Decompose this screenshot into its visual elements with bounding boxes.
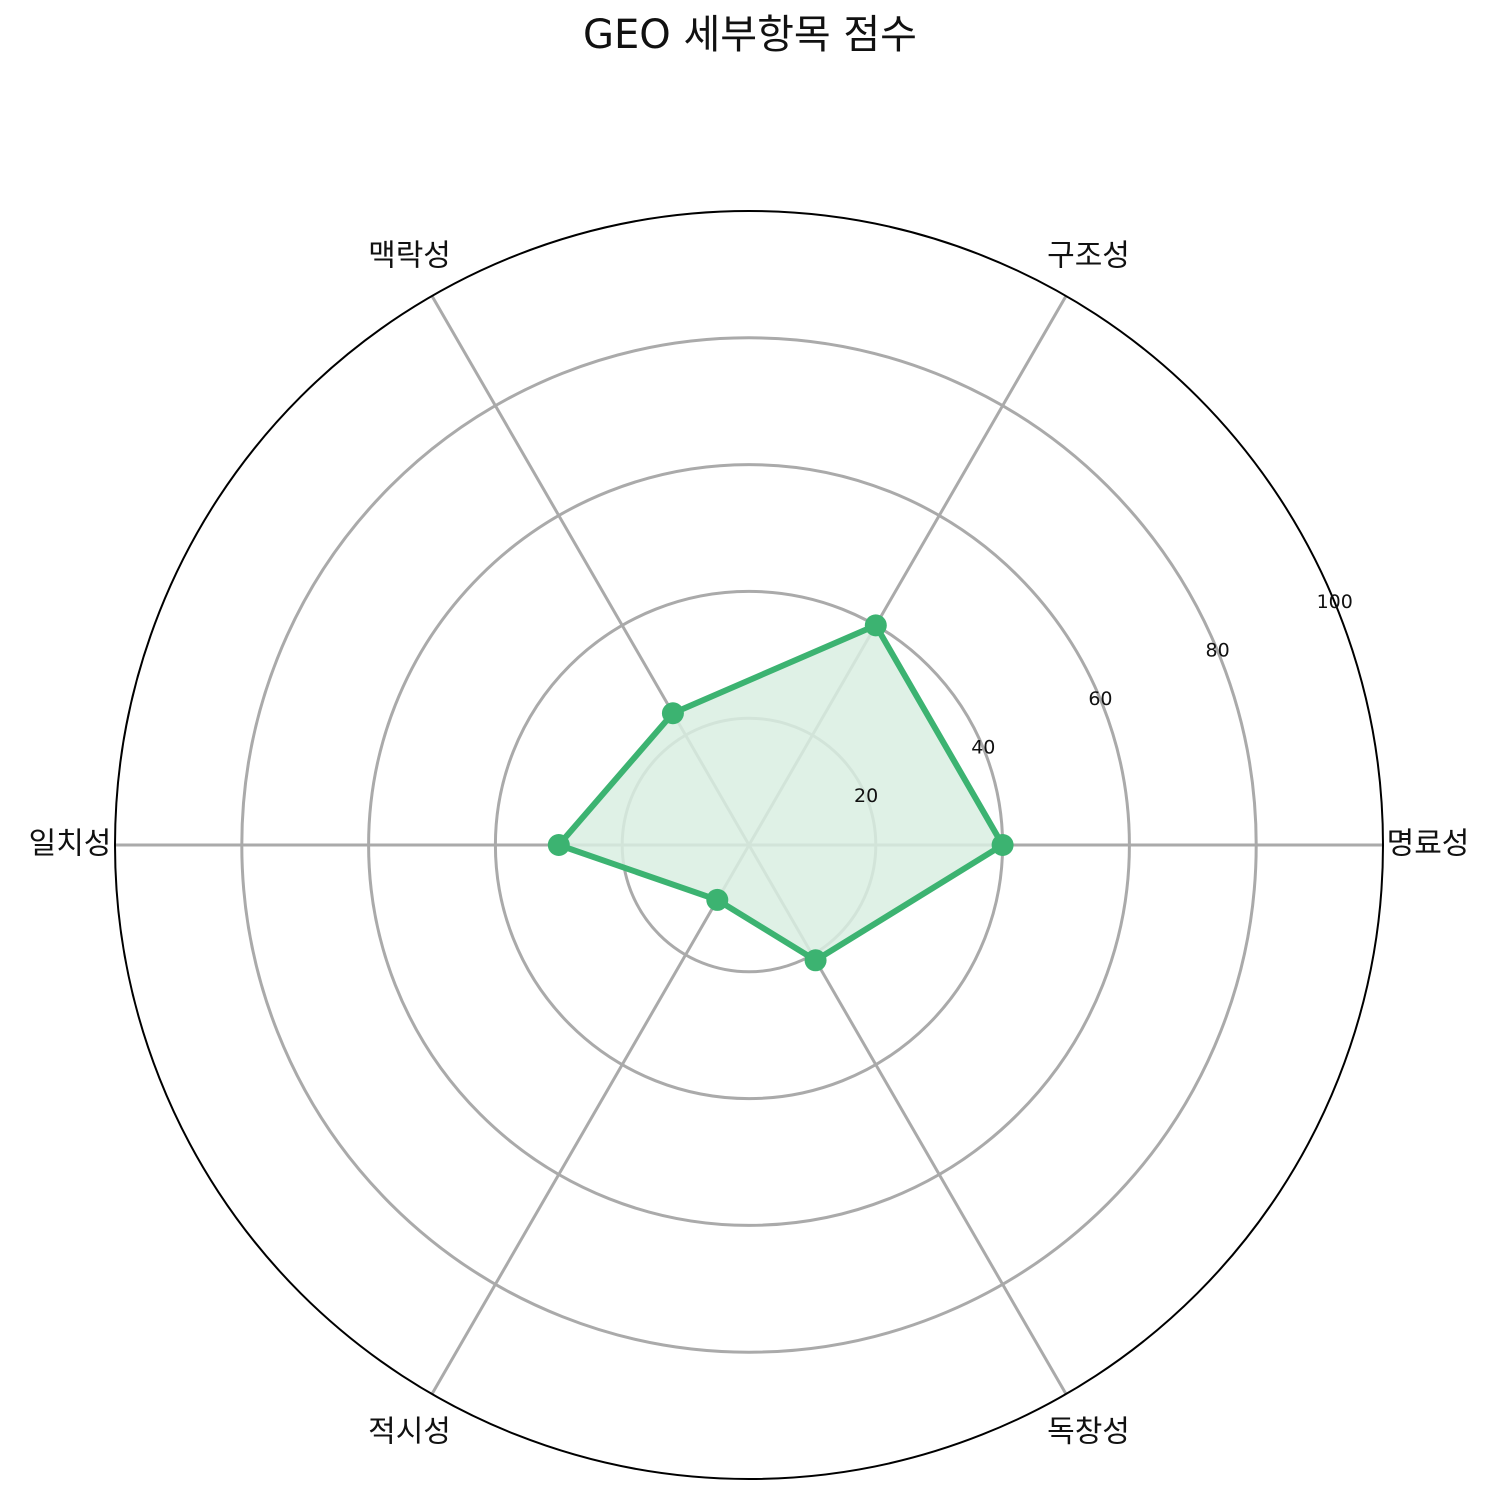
- tick-label-40: 40: [971, 736, 995, 758]
- data-point-명료성: [991, 834, 1014, 856]
- tick-label-100: 100: [1317, 591, 1353, 613]
- polar-frame: [114, 210, 1384, 1480]
- axis-label-명료성: 명료성: [1387, 827, 1470, 862]
- axis-label-일치성: 일치성: [29, 827, 112, 862]
- data-point-독창성: [804, 949, 827, 972]
- series-area: [558, 625, 1003, 961]
- data-layer: [547, 614, 1014, 972]
- chart-title: GEO 세부항목 점수: [583, 12, 917, 58]
- axis-label-구조성: 구조성: [1047, 238, 1130, 273]
- tick-label-80: 80: [1205, 639, 1229, 661]
- data-point-적시성: [706, 888, 729, 911]
- tick-label-60: 60: [1088, 688, 1112, 710]
- data-point-맥락성: [661, 702, 684, 725]
- axis-label-적시성: 적시성: [368, 1415, 451, 1450]
- axis-label-맥락성: 맥락성: [368, 238, 451, 273]
- tick-label-20: 20: [854, 785, 878, 807]
- data-point-구조성: [864, 614, 887, 637]
- data-point-일치성: [547, 834, 570, 856]
- axis-label-독창성: 독창성: [1047, 1415, 1130, 1450]
- spoke-4: [430, 844, 751, 1395]
